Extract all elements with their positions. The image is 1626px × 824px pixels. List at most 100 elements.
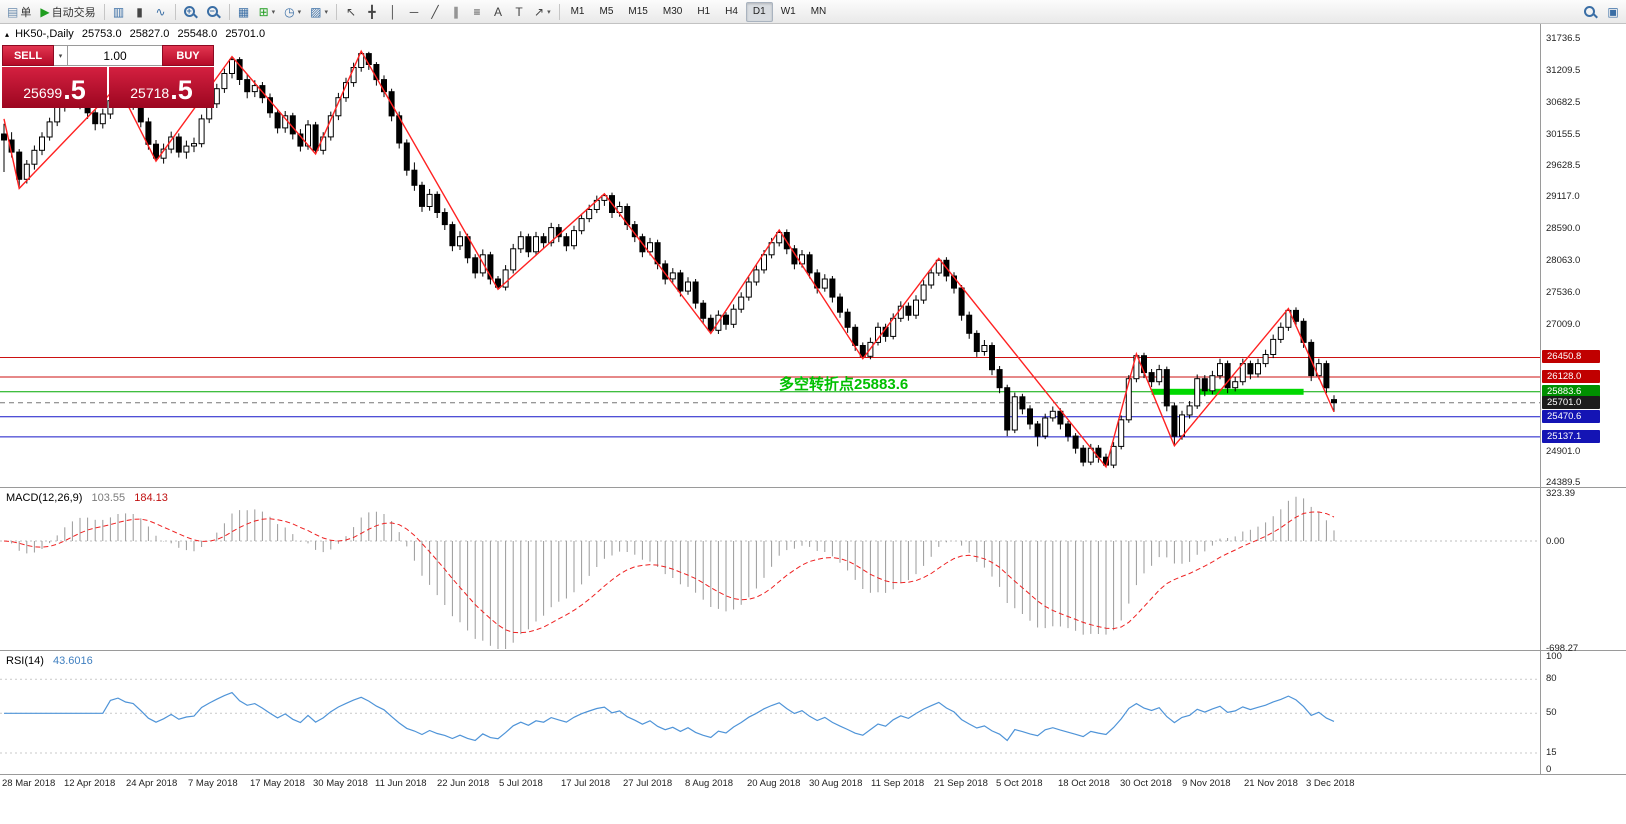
autotrading-button[interactable]: ▶ 自动交易 xyxy=(36,2,99,22)
price-axis-border xyxy=(1540,24,1541,775)
zoom-in-icon: + xyxy=(183,6,195,17)
dropdown-caret: ▾ xyxy=(271,8,276,16)
new-chart-button[interactable]: ⊞ ▾ xyxy=(255,2,280,22)
rsi-name: RSI(14) xyxy=(6,655,44,667)
new-order-icon: ▤ xyxy=(7,4,19,19)
buy-price-fraction: .5 xyxy=(170,75,193,105)
volume-dropdown-button[interactable]: ▾ xyxy=(54,45,68,66)
search-icon xyxy=(1584,6,1595,17)
autotrading-icon: ▶ xyxy=(40,4,50,19)
trade-panel-controls: SELL ▾ BUY xyxy=(2,45,214,66)
crosshair-icon: ╋ xyxy=(368,4,376,19)
timeframe-button-m5[interactable]: M5 xyxy=(593,2,621,22)
trade-panel-prices: 25699 .5 25718 .5 xyxy=(2,67,214,108)
horizontal-line-tool-button[interactable]: ─ xyxy=(404,2,424,22)
panel-separator-rsi-dates xyxy=(0,774,1626,775)
search-symbols-button[interactable] xyxy=(1580,2,1602,22)
cursor-tool-button[interactable]: ↖ xyxy=(341,2,361,22)
timeframe-button-w1[interactable]: W1 xyxy=(774,2,803,22)
macd-signal-line xyxy=(3,511,1335,634)
rsi-indicator-label: RSI(14) 43.6016 xyxy=(6,655,93,667)
new-order-label: 单 xyxy=(20,6,32,19)
toolbar-separator xyxy=(558,3,560,20)
toolbar-separator xyxy=(336,3,338,20)
turning-point-annotation: 多空转折点25883.6 xyxy=(779,376,909,393)
label-tool-icon: T xyxy=(515,4,523,19)
zoom-out-icon: − xyxy=(206,6,218,17)
panel-separator-main-macd[interactable] xyxy=(0,487,1626,488)
arrow-shapes-icon: ↗ xyxy=(534,4,545,19)
sell-button[interactable]: SELL xyxy=(2,45,54,66)
dropdown-caret: ▾ xyxy=(297,8,302,16)
toolbar-separator xyxy=(174,3,176,20)
bar-chart-button[interactable]: ▥ xyxy=(109,2,129,22)
timeframe-button-m30[interactable]: M30 xyxy=(656,2,689,22)
ohlc-open: 25753.0 xyxy=(81,28,122,40)
ohlc-low: 25548.0 xyxy=(177,28,218,40)
buy-price-main: 25718 xyxy=(130,85,170,101)
rsi-value: 43.6016 xyxy=(52,655,93,667)
channel-tool-button[interactable]: ∥ xyxy=(446,2,466,22)
zoom-in-button[interactable]: + xyxy=(180,2,202,22)
timeframe-button-m15[interactable]: M15 xyxy=(621,2,654,22)
timeframe-button-d1[interactable]: D1 xyxy=(745,1,773,22)
templates-button[interactable]: ▨ ▾ xyxy=(306,2,332,22)
label-tool-button[interactable]: T xyxy=(509,2,529,22)
dropdown-caret: ▾ xyxy=(547,8,551,16)
sell-price-button[interactable]: 25699 .5 xyxy=(2,67,107,108)
buy-price-button[interactable]: 25718 .5 xyxy=(109,67,214,108)
candles xyxy=(1,51,1337,469)
macd-histogram xyxy=(11,496,1335,649)
window-icon: ▣ xyxy=(1607,4,1619,19)
timeframe-group: M1 M5 M15 M30 H1 H4 D1 W1 MN xyxy=(564,1,834,22)
new-chart-icon: ⊞ xyxy=(258,4,269,19)
zigzag-line xyxy=(3,49,1335,469)
bar-chart-icon: ▥ xyxy=(112,4,125,19)
fibonacci-tool-button[interactable]: ≡ xyxy=(467,2,487,22)
tile-windows-icon: ▦ xyxy=(237,4,250,19)
clock-icon: ◷ xyxy=(284,4,295,19)
chart-symbol-period: HK50-,Daily xyxy=(15,28,74,40)
cursor-icon: ↖ xyxy=(345,4,357,19)
panel-separator-macd-rsi[interactable] xyxy=(0,650,1626,651)
chart-periods-button[interactable]: ◷ ▾ xyxy=(280,2,305,22)
open-window-button[interactable]: ▣ xyxy=(1603,2,1623,22)
buy-button[interactable]: BUY xyxy=(162,45,214,66)
line-chart-icon: ∿ xyxy=(155,4,166,19)
macd-indicator-label: MACD(12,26,9) 103.55 184.13 xyxy=(6,492,168,504)
toolbar: ▤ 单 ▶ 自动交易 ▥ ▮ ∿ + − ▦ ⊞ ▾ ◷ ▾ ▨ ▾ ↖ ╋ │ ─ … xyxy=(0,0,1626,24)
one-click-trade-panel: SELL ▾ BUY 25699 .5 25718 .5 xyxy=(2,45,214,108)
chart-marker-icon: ▴ xyxy=(5,30,10,39)
sell-price-fraction: .5 xyxy=(63,75,86,105)
timeframe-button-mn[interactable]: MN xyxy=(804,2,834,22)
line-chart-button[interactable]: ∿ xyxy=(151,2,171,22)
new-order-button[interactable]: ▤ 单 xyxy=(3,2,35,22)
timeframe-button-m1[interactable]: M1 xyxy=(564,2,592,22)
macd-name: MACD(12,26,9) xyxy=(6,492,83,504)
rsi-line xyxy=(4,691,1335,742)
horizontal-line-icon: ─ xyxy=(409,4,419,19)
vertical-line-tool-button[interactable]: │ xyxy=(383,2,403,22)
tile-windows-button[interactable]: ▦ xyxy=(234,2,254,22)
timeframe-button-h1[interactable]: H1 xyxy=(690,2,717,22)
timeframe-button-h4[interactable]: H4 xyxy=(718,2,745,22)
sell-price-main: 25699 xyxy=(23,85,63,101)
ohlc-high: 25827.0 xyxy=(129,28,170,40)
zoom-out-button[interactable]: − xyxy=(203,2,225,22)
toolbar-separator xyxy=(103,3,105,20)
volume-input[interactable] xyxy=(68,45,162,66)
candlestick-chart-icon: ▮ xyxy=(136,4,143,19)
macd-signal-value: 184.13 xyxy=(134,492,168,504)
crosshair-tool-button[interactable]: ╋ xyxy=(362,2,382,22)
trendline-tool-button[interactable]: ╱ xyxy=(425,2,445,22)
chart-header: ▴ HK50-,Daily 25753.0 25827.0 25548.0 25… xyxy=(5,28,270,40)
shapes-tool-button[interactable]: ↗ ▾ xyxy=(530,2,555,22)
ohlc-close: 25701.0 xyxy=(225,28,266,40)
trendline-icon: ╱ xyxy=(431,4,439,19)
macd-main-value: 103.55 xyxy=(91,492,126,504)
templates-icon: ▨ xyxy=(310,4,322,19)
candlestick-chart-button[interactable]: ▮ xyxy=(130,2,150,22)
channel-icon: ∥ xyxy=(453,4,460,19)
text-tool-button[interactable]: A xyxy=(488,2,508,22)
